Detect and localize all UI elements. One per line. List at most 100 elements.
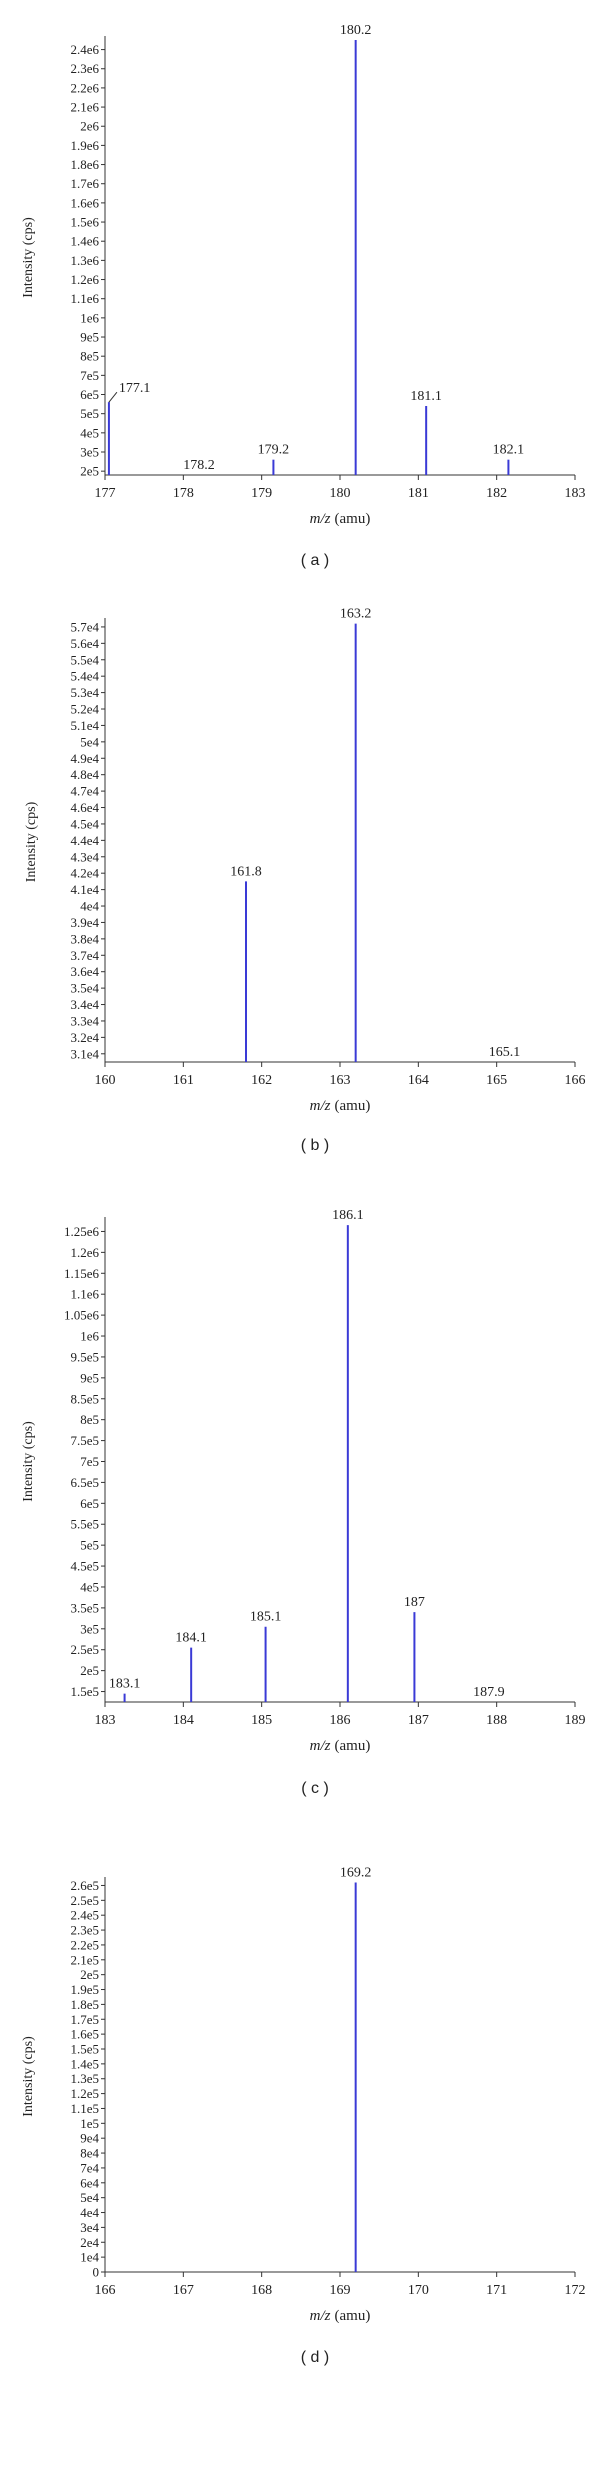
- y-tick-label: 4e4: [80, 2205, 99, 2220]
- y-axis-label: Intensity (cps): [21, 217, 36, 298]
- x-tick-label: 179: [251, 486, 272, 501]
- y-tick-label: 2.1e5: [70, 1952, 99, 1967]
- peak-label: 169.2: [340, 1865, 372, 1880]
- x-tick-label: 171: [486, 2283, 507, 2298]
- x-tick-label: 180: [330, 486, 351, 501]
- y-tick-label: 2e6: [80, 119, 99, 134]
- x-tick-label: 162: [251, 1073, 272, 1088]
- y-tick-label: 2e5: [80, 1967, 99, 1982]
- y-tick-label: 3.9e4: [70, 915, 99, 930]
- y-tick-label: 5.5e4: [70, 652, 99, 667]
- y-tick-label: 9e5: [80, 330, 99, 345]
- peak-leader-line: [108, 391, 118, 403]
- y-tick-label: 6e5: [80, 387, 99, 402]
- y-tick-label: 4.5e4: [70, 816, 99, 831]
- x-axis-label-mz: m/z: [310, 1098, 331, 1114]
- x-tick-label: 187: [408, 1713, 429, 1728]
- y-tick-label: 1.2e5: [70, 2086, 99, 2101]
- y-tick-label: 5.7e4: [70, 619, 99, 634]
- x-tick-label: 165: [486, 1073, 507, 1088]
- y-tick-label: 8.5e5: [70, 1391, 99, 1406]
- y-tick-label: 5.4e4: [70, 669, 99, 684]
- x-tick-label: 186: [330, 1713, 351, 1728]
- y-tick-label: 1e4: [80, 2250, 99, 2265]
- peak-label: 182.1: [493, 443, 525, 458]
- y-tick-label: 4.4e4: [70, 833, 99, 848]
- x-tick-label: 170: [408, 2283, 429, 2298]
- x-tick-label: 178: [173, 486, 194, 501]
- x-tick-label: 164: [408, 1073, 429, 1088]
- y-tick-label: 2.4e5: [70, 1908, 99, 1923]
- x-tick-label: 182: [486, 486, 507, 501]
- y-tick-label: 3.8e4: [70, 931, 99, 946]
- y-tick-label: 1.2e6: [70, 272, 99, 287]
- peak-label: 180.2: [340, 23, 372, 38]
- panel-caption: ( b ): [301, 1137, 329, 1154]
- x-tick-label: 183: [95, 1713, 116, 1728]
- y-tick-label: 4.5e5: [70, 1559, 99, 1574]
- x-tick-label: 167: [173, 2283, 194, 2298]
- x-axis-label-mz: m/z: [310, 1738, 331, 1754]
- x-axis-label: m/z (amu): [310, 2308, 371, 2324]
- y-tick-label: 8e4: [80, 2146, 99, 2161]
- y-tick-label: 5.1e4: [70, 718, 99, 733]
- y-tick-label: 9e4: [80, 2131, 99, 2146]
- peak-label: 183.1: [109, 1677, 141, 1692]
- x-tick-label: 188: [486, 1713, 507, 1728]
- y-tick-label: 2.6e5: [70, 1878, 99, 1893]
- peak-label: 187.9: [473, 1685, 505, 1700]
- x-tick-label: 163: [330, 1073, 351, 1088]
- y-tick-label: 1.1e6: [70, 1287, 99, 1302]
- x-tick-label: 168: [251, 2283, 272, 2298]
- peak-label: 185.1: [250, 1610, 282, 1625]
- y-tick-label: 5e4: [80, 734, 99, 749]
- y-tick-label: 1.05e6: [64, 1308, 100, 1323]
- y-tick-label: 1.4e6: [70, 234, 99, 249]
- chart-panel-d: 01e42e43e44e45e46e47e48e49e41e51.1e51.2e…: [21, 1865, 586, 2366]
- x-axis-label: m/z (amu): [310, 511, 371, 527]
- y-tick-label: 5.5e5: [70, 1517, 99, 1532]
- x-tick-label: 185: [251, 1713, 272, 1728]
- y-tick-label: 4.9e4: [70, 751, 99, 766]
- x-tick-label: 189: [565, 1713, 586, 1728]
- y-tick-label: 7e5: [80, 1454, 99, 1469]
- x-tick-label: 161: [173, 1073, 194, 1088]
- y-tick-label: 5e5: [80, 406, 99, 421]
- y-tick-label: 8e5: [80, 1412, 99, 1427]
- y-tick-label: 8e5: [80, 349, 99, 364]
- peak-label: 187: [404, 1595, 425, 1610]
- y-tick-label: 1.25e6: [64, 1224, 100, 1239]
- peak-label: 177.1: [119, 381, 150, 396]
- y-tick-label: 4.7e4: [70, 784, 99, 799]
- x-axis-label: m/z (amu): [310, 1738, 371, 1754]
- y-tick-label: 5.2e4: [70, 702, 99, 717]
- y-tick-label: 1e5: [80, 2116, 99, 2131]
- y-tick-label: 3e4: [80, 2220, 99, 2235]
- peak-label: 184.1: [175, 1631, 207, 1646]
- x-axis-label-unit: (amu): [335, 2308, 371, 2324]
- y-tick-label: 1.6e5: [70, 2027, 99, 2042]
- x-axis-label-unit: (amu): [335, 511, 371, 527]
- y-tick-label: 2.2e6: [70, 80, 99, 95]
- y-tick-label: 3.5e4: [70, 981, 99, 996]
- y-tick-label: 1.1e6: [70, 291, 99, 306]
- y-tick-label: 2.4e6: [70, 42, 99, 57]
- x-tick-label: 183: [565, 486, 586, 501]
- y-tick-label: 1.3e6: [70, 253, 99, 268]
- y-tick-label: 4.3e4: [70, 849, 99, 864]
- y-tick-label: 6e5: [80, 1496, 99, 1511]
- y-tick-label: 1.5e5: [70, 2041, 99, 2056]
- y-tick-label: 2.1e6: [70, 100, 99, 115]
- chart-panel-c: 1.5e5 2e5 2.5e5 3e5 3.5e5 4e5 4.5e5 5e5 5.5e5 6e5…: [21, 1208, 586, 1797]
- x-tick-label: 166: [95, 2283, 116, 2298]
- peak-label: 179.2: [258, 443, 290, 458]
- y-tick-label: 2e5: [80, 464, 99, 479]
- y-axis-label: Intensity (cps): [24, 801, 39, 882]
- x-tick-label: 172: [565, 2283, 586, 2298]
- peak-label: 165.1: [489, 1045, 521, 1060]
- x-tick-label: 160: [95, 1073, 116, 1088]
- x-tick-label: 181: [408, 486, 429, 501]
- y-tick-label: 1.7e5: [70, 2012, 99, 2027]
